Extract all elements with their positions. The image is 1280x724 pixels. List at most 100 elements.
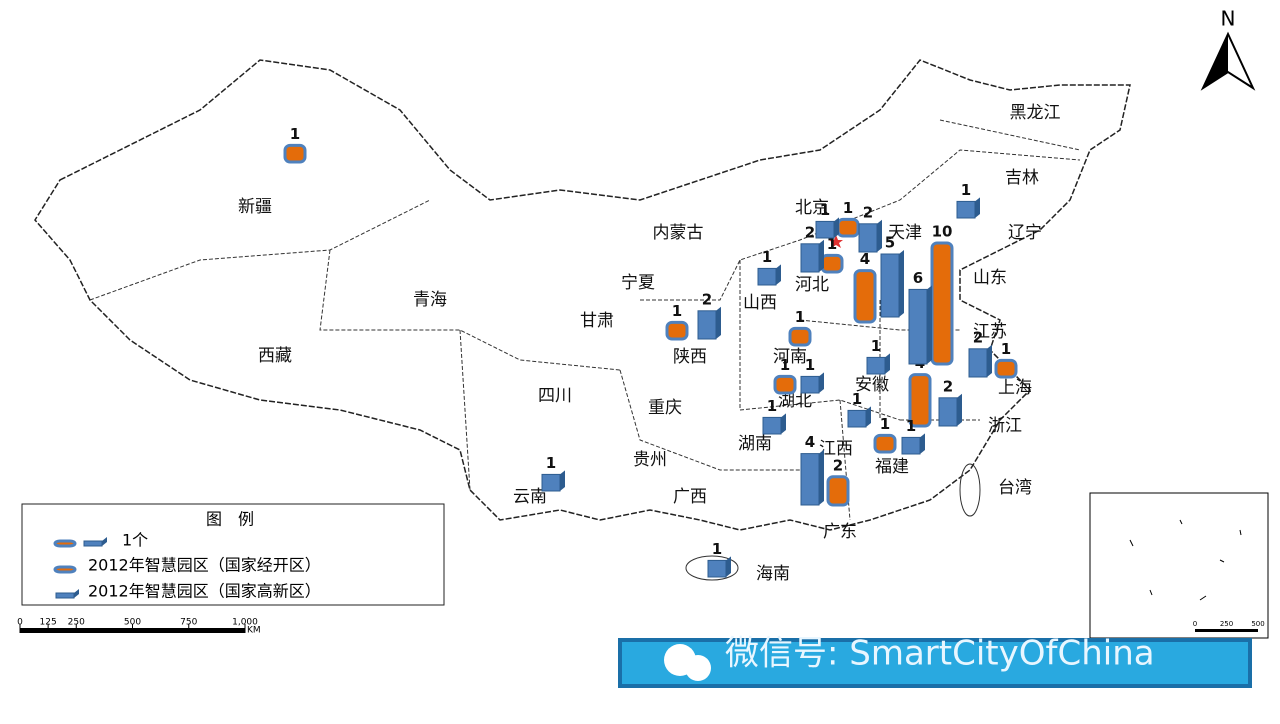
value-label: 2	[973, 328, 983, 346]
high-tech-bar-side	[927, 285, 932, 364]
watermark-banner: 微信号: SmartCityOfChina	[618, 634, 1252, 688]
high-tech-bar-side	[834, 217, 839, 238]
scale-label: 125	[40, 618, 57, 628]
high-tech-bar	[55, 592, 75, 599]
value-label: 1	[871, 337, 881, 355]
north-label: N	[1221, 7, 1236, 31]
province-label: 四川	[538, 386, 572, 406]
value-label: 2	[943, 377, 953, 395]
inset-scale-label: 0	[1193, 620, 1197, 628]
high-tech-bar-side	[877, 219, 882, 252]
province-label: 河南	[773, 347, 807, 367]
province-label: 湖北	[778, 391, 812, 411]
economic-zone-bar	[820, 253, 844, 274]
economic-zone-bar	[873, 433, 897, 454]
economic-zone-bar	[773, 374, 797, 395]
high-tech-bar-side	[716, 306, 721, 339]
hainan-island	[685, 555, 739, 581]
province-label: 河北	[795, 275, 829, 295]
province-label: 安徽	[855, 375, 889, 395]
province-label: 江苏	[973, 322, 1007, 342]
legend-item: 2012年智慧园区（国家高新区）	[88, 582, 321, 601]
province-label: 台湾	[998, 478, 1032, 498]
value-label: 1	[880, 415, 890, 433]
province-label: 天津	[888, 223, 922, 243]
value-label: 6	[913, 269, 923, 287]
economic-zone-bar	[994, 358, 1018, 379]
economic-zone-bar	[908, 373, 932, 428]
high-tech-bar	[815, 220, 835, 239]
high-tech-bar	[866, 356, 886, 375]
value-label: 1	[762, 248, 772, 266]
scale-label: 500	[124, 618, 141, 628]
value-label: 2	[805, 223, 815, 241]
high-tech-bar-side	[920, 433, 925, 454]
economic-zone-bar	[930, 241, 954, 366]
high-tech-bar	[83, 540, 103, 547]
inset-scale-label: 500	[1251, 620, 1264, 628]
inset-scale-bar	[1195, 629, 1258, 632]
high-tech-bar	[956, 200, 976, 219]
province-label: 山西	[743, 293, 777, 313]
high-tech-bar-side	[957, 393, 962, 426]
scale-label: 0	[17, 618, 23, 628]
province-label: 吉林	[1005, 168, 1039, 188]
province-label: 湖南	[738, 434, 772, 454]
legend-unit: 1个	[122, 531, 148, 550]
scale-unit: KM	[247, 626, 261, 636]
economic-zone-bar	[788, 326, 812, 347]
high-tech-bar-side	[819, 449, 824, 505]
high-tech-bar	[541, 473, 561, 492]
economic-zone-bar	[53, 565, 77, 574]
value-label: 1	[546, 454, 556, 472]
high-tech-bar-side	[726, 556, 731, 577]
scale-label: 1,000	[232, 618, 258, 628]
high-tech-bar-side	[975, 197, 980, 218]
high-tech-bar	[880, 253, 900, 318]
province-label: 贵州	[633, 450, 667, 470]
high-tech-bar	[800, 375, 820, 394]
economic-zone-bar	[853, 269, 877, 324]
value-label: 2	[702, 290, 712, 308]
scale-label: 250	[68, 618, 85, 628]
value-label: 1	[672, 302, 682, 320]
province-label: 青海	[413, 290, 447, 310]
province-label: 甘肃	[580, 311, 614, 331]
province-label: 江西	[819, 439, 853, 459]
high-tech-bar	[697, 310, 717, 340]
high-tech-bar-side	[102, 537, 107, 546]
province-label: 海南	[756, 564, 790, 584]
scale-label: 750	[180, 618, 197, 628]
taiwan-island	[959, 463, 981, 517]
high-tech-bar	[968, 348, 988, 378]
province-label: 福建	[875, 457, 909, 477]
legend-title: 图 例	[206, 510, 254, 529]
province-label: 新疆	[238, 197, 272, 217]
economic-zone-bar	[53, 539, 77, 548]
value-label: 4	[805, 433, 815, 451]
province-label: 山东	[973, 268, 1007, 288]
watermark-text: 微信号: SmartCityOfChina	[725, 634, 1155, 674]
high-tech-bar-side	[776, 264, 781, 285]
high-tech-bar	[938, 397, 958, 427]
high-tech-bar-side	[899, 250, 904, 317]
high-tech-bar-side	[987, 344, 992, 377]
province-label: 北京	[795, 198, 829, 218]
high-tech-bar-side	[74, 589, 79, 598]
province-label: 西藏	[258, 346, 292, 366]
value-label: 1	[827, 235, 837, 253]
high-tech-bar	[908, 288, 928, 365]
inset-scale-label: 250	[1220, 620, 1233, 628]
legend-box	[21, 503, 445, 606]
province-label: 广西	[673, 487, 707, 507]
value-label: 1	[1001, 340, 1011, 358]
value-label: 1	[805, 356, 815, 374]
value-label: 1	[906, 417, 916, 435]
province-label: 辽宁	[1008, 223, 1042, 243]
value-label: 1	[843, 199, 853, 217]
province-label: 内蒙古	[653, 223, 704, 243]
high-tech-bar	[858, 223, 878, 253]
value-label: 4	[860, 250, 870, 268]
value-label: 5	[885, 234, 895, 252]
